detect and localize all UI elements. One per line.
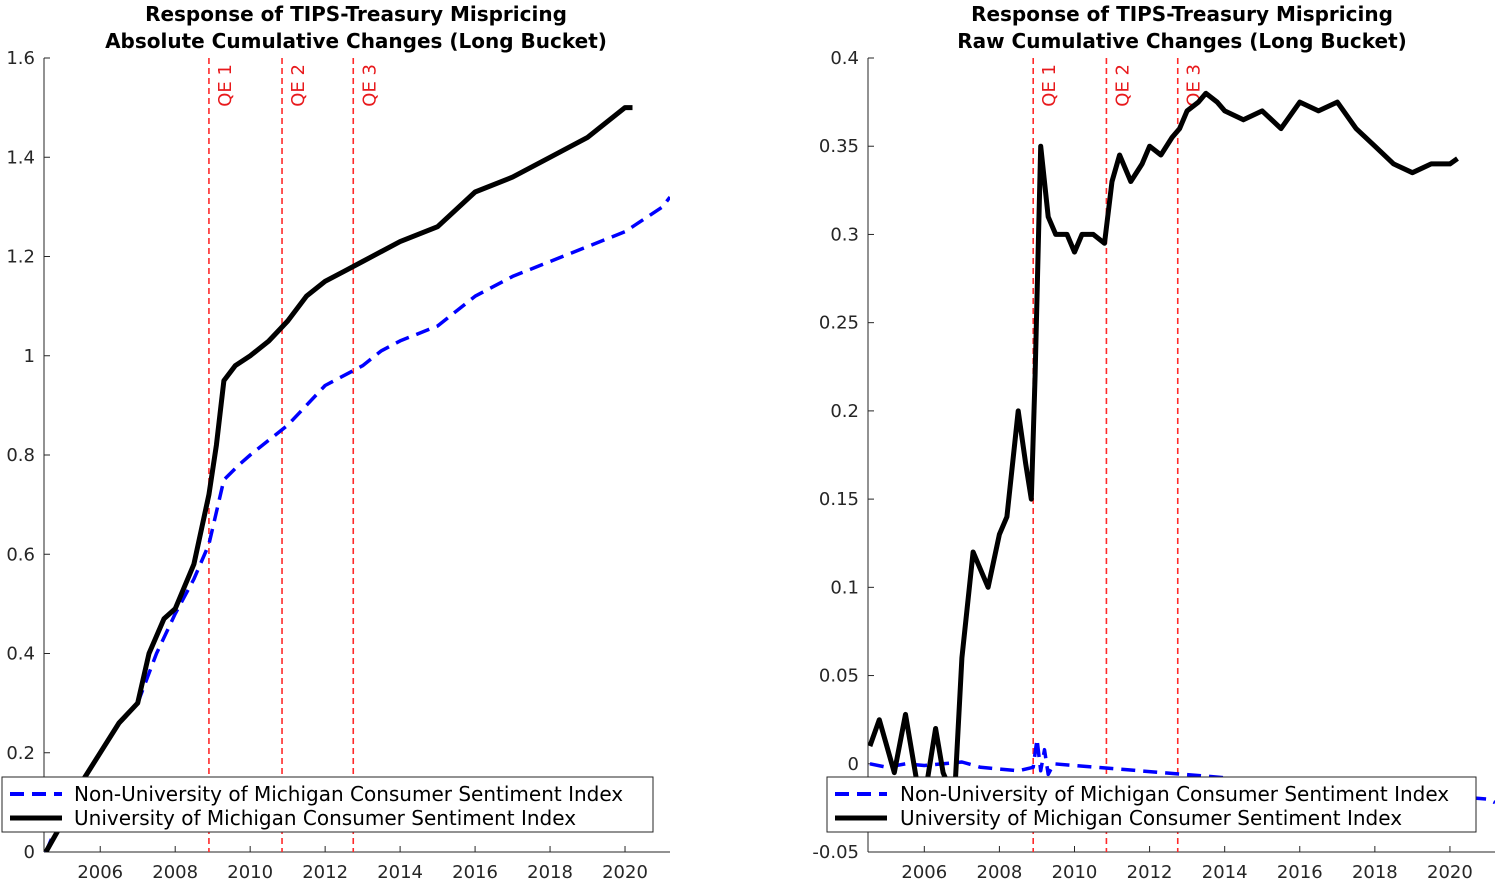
right-series-umich-line [868,90,1459,802]
left-x-tick-label: 2010 [227,862,273,883]
left-y-tick-label: 1.2 [6,247,35,268]
left-legend: Non-University of Michigan Consumer Sent… [1,776,654,833]
right-plot-area: -0.05 0 0.05 0.1 0.15 0.2 0.25 0.3 0.35 0.4 2006 20… [812,48,1495,883]
right-y-tick-label: 0.1 [830,577,859,598]
left-series-umich-line [44,105,633,852]
left-y-tick-label: 0 [24,842,35,863]
left-y-tick-label: 0.2 [6,743,35,764]
right-qe3-label: QE 3 [1184,64,1205,107]
right-legend-box [826,776,1477,833]
left-x-tick-label: 2012 [302,862,348,883]
right-chart-title-line1: Response of TIPS-Treasury Mispricing [971,2,1393,26]
right-y-tick-label: 0 [848,754,859,775]
left-series-non-umich-line [44,195,670,852]
right-x-tick-label: 2018 [1352,862,1398,883]
right-y-tick-label: 0.05 [819,666,859,687]
left-y-tick-label: 1.6 [6,48,35,69]
left-qe2-label: QE 2 [288,64,309,107]
right-y-tick-label: -0.05 [812,842,859,863]
right-x-tick-label: 2006 [901,862,947,883]
right-x-tick-label: 2012 [1127,862,1173,883]
right-y-tick-label: 0.15 [819,489,859,510]
right-y-tick-label: 0.3 [830,224,859,245]
left-legend-box [1,776,654,833]
left-y-tick-label: 0.8 [6,445,35,466]
left-legend-label-non-umich: Non-University of Michigan Consumer Sent… [74,782,623,806]
left-legend-label-umich: University of Michigan Consumer Sentimen… [74,806,576,830]
right-x-tick-label: 2020 [1427,862,1473,883]
right-x-tick-label: 2010 [1052,862,1098,883]
right-legend: Non-University of Michigan Consumer Sent… [826,776,1477,833]
left-x-tick-label: 2008 [152,862,198,883]
left-chart-title-line1: Response of TIPS-Treasury Mispricing [145,2,567,26]
left-x-tick-label: 2018 [527,862,573,883]
left-x-tick-label: 2014 [377,862,423,883]
left-qe3-label: QE 3 [359,64,380,107]
left-chart-title-line2: Absolute Cumulative Changes (Long Bucket… [105,29,607,53]
right-legend-label-umich: University of Michigan Consumer Sentimen… [900,806,1402,830]
left-plot-area: 0 0.2 0.4 0.6 0.8 1 1.2 1.4 1.6 2006 2008 2010 2012 2… [6,48,670,883]
right-qe1-label: QE 1 [1039,64,1060,107]
right-x-tick-label: 2016 [1277,862,1323,883]
right-qe2-label: QE 2 [1112,64,1133,107]
left-y-tick-label: 0.6 [6,544,35,565]
right-chart-title-line2: Raw Cumulative Changes (Long Bucket) [957,29,1407,53]
right-y-tick-label: 0.35 [819,136,859,157]
left-y-tick-label: 1.4 [6,147,35,168]
left-x-tick-label: 2016 [452,862,498,883]
left-chart: Response of TIPS-Treasury Mispricing Abs… [1,2,670,883]
left-y-tick-label: 1 [24,346,35,367]
right-y-tick-label: 0.25 [819,313,859,334]
left-x-tick-label: 2020 [602,862,648,883]
left-y-tick-label: 0.4 [6,644,35,665]
right-x-tick-label: 2014 [1202,862,1248,883]
left-qe1-label: QE 1 [215,64,236,107]
right-y-tick-label: 0.4 [830,48,859,69]
right-y-tick-label: 0.2 [830,401,859,422]
left-x-tick-label: 2006 [77,862,123,883]
right-legend-label-non-umich: Non-University of Michigan Consumer Sent… [900,782,1449,806]
right-x-tick-label: 2008 [977,862,1023,883]
right-chart: Response of TIPS-Treasury Mispricing Raw… [812,2,1495,883]
right-series-non-umich-line [869,737,1495,805]
